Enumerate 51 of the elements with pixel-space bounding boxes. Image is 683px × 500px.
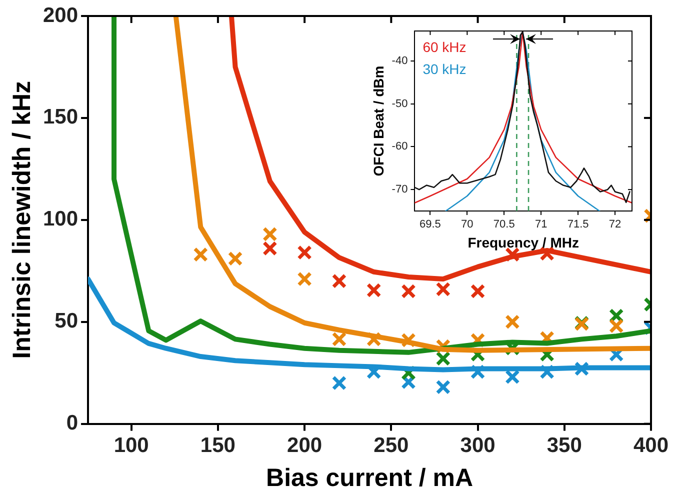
y-axis-title: OFCI Beat / dBm [370, 66, 386, 176]
point [436, 282, 451, 297]
point [436, 351, 451, 366]
point [436, 380, 451, 395]
point [401, 332, 416, 348]
y-tick-label: 50 [54, 310, 78, 333]
point [470, 284, 486, 299]
y-tick-label: 200 [42, 4, 78, 27]
point [505, 314, 520, 330]
point [366, 332, 382, 347]
point [505, 369, 520, 384]
point [540, 246, 554, 261]
point [366, 282, 382, 298]
text: 30 kHz [422, 60, 466, 77]
point [332, 376, 347, 390]
x-tick-label: 100 [114, 434, 149, 458]
point [297, 245, 312, 260]
x-axis-title: Bias current / mA [266, 464, 474, 492]
point [297, 272, 312, 286]
point [228, 251, 243, 266]
y-axis-title: Intrinsic linewidth / kHz [8, 80, 36, 359]
x-tick-label: 400 [633, 434, 669, 458]
point [608, 318, 624, 334]
x-tick-label: 71 [534, 218, 548, 231]
x-tick-label: 300 [460, 434, 496, 458]
point [540, 364, 554, 380]
y-tick-label: -50 [392, 98, 408, 110]
x-tick-label: 70 [461, 218, 474, 231]
y-tick-label: -70 [392, 184, 408, 196]
y-tick-label: -60 [392, 140, 408, 153]
point [470, 364, 486, 380]
y-tick-label: -40 [392, 55, 408, 68]
point [332, 274, 347, 288]
x-axis-title: Frequency / MHz [468, 234, 579, 250]
x-tick-label: 250 [374, 434, 409, 458]
text: 60 kHz [422, 38, 466, 55]
x-tick-label: 150 [200, 434, 236, 458]
point [262, 226, 278, 242]
y-tick-label: 150 [42, 106, 78, 129]
point [401, 284, 416, 299]
x-tick-label: 70.5 [493, 218, 515, 231]
point [332, 332, 347, 347]
x-tick-label: 200 [287, 434, 322, 458]
point [193, 247, 208, 262]
x-tick-label: 71.5 [567, 218, 589, 231]
y-tick-label: 0 [66, 412, 78, 435]
x-tick-label: 72 [608, 218, 622, 231]
x-tick-label: 350 [546, 434, 582, 458]
point [262, 241, 278, 256]
x-tick-label: 69.5 [420, 218, 441, 231]
point [574, 361, 590, 376]
